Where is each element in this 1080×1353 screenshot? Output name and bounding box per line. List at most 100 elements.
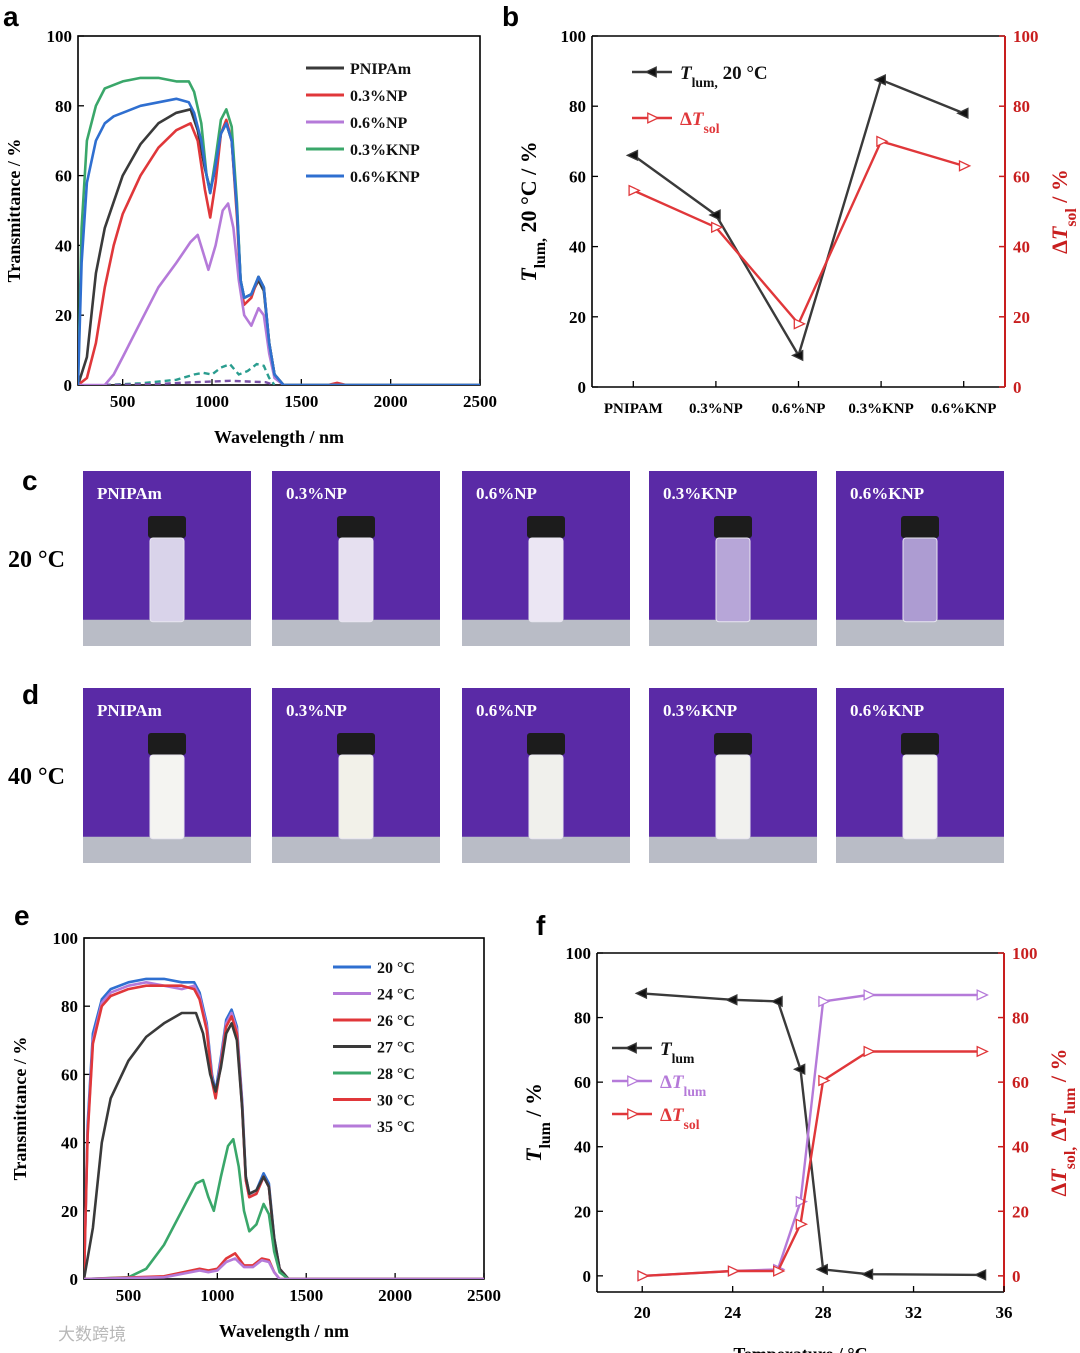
photo-floor — [462, 619, 630, 646]
photo-floor — [272, 619, 440, 646]
data-marker — [770, 995, 783, 1008]
panel-letter-e: e — [14, 900, 30, 931]
data-marker — [625, 149, 639, 162]
data-marker — [773, 1265, 786, 1277]
series-line-03NP — [78, 118, 480, 385]
x-tick-label: 1500 — [289, 1286, 323, 1305]
vial-body — [149, 537, 185, 623]
x-tick-label: 2500 — [463, 392, 497, 411]
legend-marker — [627, 1075, 640, 1087]
y-tick-label-left: 0 — [583, 1267, 592, 1286]
vial-photo: 0.3%KNP — [649, 688, 817, 863]
sample-label: 0.6%NP — [476, 701, 537, 720]
vial-cap — [148, 516, 186, 538]
legend-label: PNIPAm — [350, 61, 412, 78]
x-axis-label: Temperature / °C — [733, 1344, 867, 1353]
y-tick-label-left: 100 — [561, 27, 587, 46]
legend-label: 24 °C — [377, 987, 415, 1004]
vial-body — [528, 537, 564, 623]
panel-letter-b: b — [502, 1, 519, 32]
y-tick-label-left: 80 — [574, 1009, 591, 1028]
x-tick-label: 0.6%NP — [772, 401, 826, 417]
sample-label: 0.3%KNP — [663, 484, 737, 503]
photo-row-40c: 40 °C PNIPAm 0.3%NP 0.6%NP 0.3%KNP 0.6%KNP — [8, 688, 1004, 863]
legend-label: 0.3%KNP — [350, 142, 420, 159]
series-line-26C — [84, 984, 484, 1279]
legend-label: 35 °C — [377, 1119, 415, 1136]
y-tick-label-right: 40 — [1012, 1138, 1029, 1157]
chart-e: 500 1000 1500 2000 2500 0 20 40 60 80 100 Wavelengt… — [10, 929, 501, 1341]
photo-floor — [649, 836, 817, 863]
y-tick-label-left: 100 — [566, 944, 592, 963]
series-line — [642, 993, 982, 1278]
vial-body — [149, 754, 185, 840]
legend-label: ΔTsol — [660, 1105, 700, 1132]
x-tick-label: 24 — [724, 1303, 742, 1322]
vial-body — [902, 754, 938, 840]
data-marker — [793, 317, 807, 330]
x-tick-label: 0.3%NP — [689, 401, 743, 417]
legend-marker — [627, 1108, 640, 1120]
y-tick-label-right: 60 — [1012, 1073, 1029, 1092]
sample-label: PNIPAm — [97, 701, 162, 720]
y-axis-label-left: Tlum / % — [521, 1083, 554, 1162]
y-tick-label-right: 0 — [1013, 378, 1022, 397]
y-tick-label-left: 40 — [574, 1138, 591, 1157]
vial-photo: PNIPAm — [83, 471, 251, 646]
sample-label: PNIPAm — [97, 484, 162, 503]
panel-letter-a: a — [3, 1, 19, 32]
watermark-text: 大数跨境 — [58, 1325, 126, 1345]
legend-label: Tlum, 20 °C — [680, 63, 768, 90]
x-tick-label: 32 — [905, 1303, 922, 1322]
photo-floor — [83, 619, 251, 646]
data-marker — [628, 184, 641, 197]
chart-f: 0 0 20 20 40 40 60 60 80 80 100 100 20 24 28 32 36 Temper… — [521, 944, 1079, 1353]
vial-photo: 0.3%KNP — [649, 471, 817, 646]
x-tick-label: 1500 — [284, 392, 318, 411]
data-marker — [860, 1268, 874, 1281]
x-tick-label: 500 — [116, 1286, 142, 1305]
y-tick-label: 0 — [64, 376, 73, 395]
data-marker — [876, 135, 889, 148]
chart-b: 0 0 20 20 40 40 60 60 80 80 100 100 PNIPAM 0.3%NP 0.6%… — [516, 27, 1080, 417]
y-axis-label: Transmittance / % — [10, 1037, 30, 1181]
vial-cap — [901, 733, 939, 755]
legend-label: 26 °C — [377, 1013, 415, 1030]
y-tick-label: 60 — [55, 167, 72, 186]
data-marker — [818, 995, 831, 1008]
legend-label: 0.6%KNP — [350, 169, 420, 186]
panel-letter-c: c — [22, 465, 38, 496]
series-line-35C — [84, 1257, 484, 1279]
legend-label: 20 °C — [377, 960, 415, 977]
temperature-label: 20 °C — [8, 547, 65, 573]
data-marker — [815, 1263, 828, 1276]
series-line-28C — [84, 1137, 484, 1279]
vial-cap — [337, 516, 375, 538]
data-marker — [637, 1270, 650, 1282]
vial-cap — [714, 516, 752, 538]
vial-photo: 0.6%KNP — [836, 688, 1004, 863]
vial-photo: PNIPAm — [83, 688, 251, 863]
x-axis-label: Wavelength / nm — [214, 427, 344, 447]
x-tick-label: 36 — [996, 1303, 1013, 1322]
y-tick-label-right: 80 — [1013, 97, 1030, 116]
photo-floor — [462, 836, 630, 863]
data-marker — [873, 74, 886, 86]
dashed-series-line — [104, 362, 276, 385]
y-axis-label: Transmittance / % — [4, 139, 24, 283]
y-tick-label-right: 0 — [1012, 1267, 1021, 1286]
vial-body — [528, 754, 564, 840]
x-axis-label: Wavelength / nm — [219, 1321, 349, 1341]
legend-label: 0.6%NP — [350, 115, 408, 132]
vial-body — [338, 754, 374, 840]
vial-body — [715, 537, 751, 623]
x-tick-label: 2000 — [374, 392, 408, 411]
y-tick-label: 20 — [61, 1202, 78, 1221]
data-marker — [956, 107, 969, 120]
y-tick-label-left: 20 — [569, 308, 586, 327]
legend-label: ΔTlum — [660, 1072, 707, 1099]
photo-floor — [83, 836, 251, 863]
y-tick-label-right: 80 — [1012, 1009, 1029, 1028]
vial-cap — [527, 516, 565, 538]
data-marker — [708, 209, 721, 221]
